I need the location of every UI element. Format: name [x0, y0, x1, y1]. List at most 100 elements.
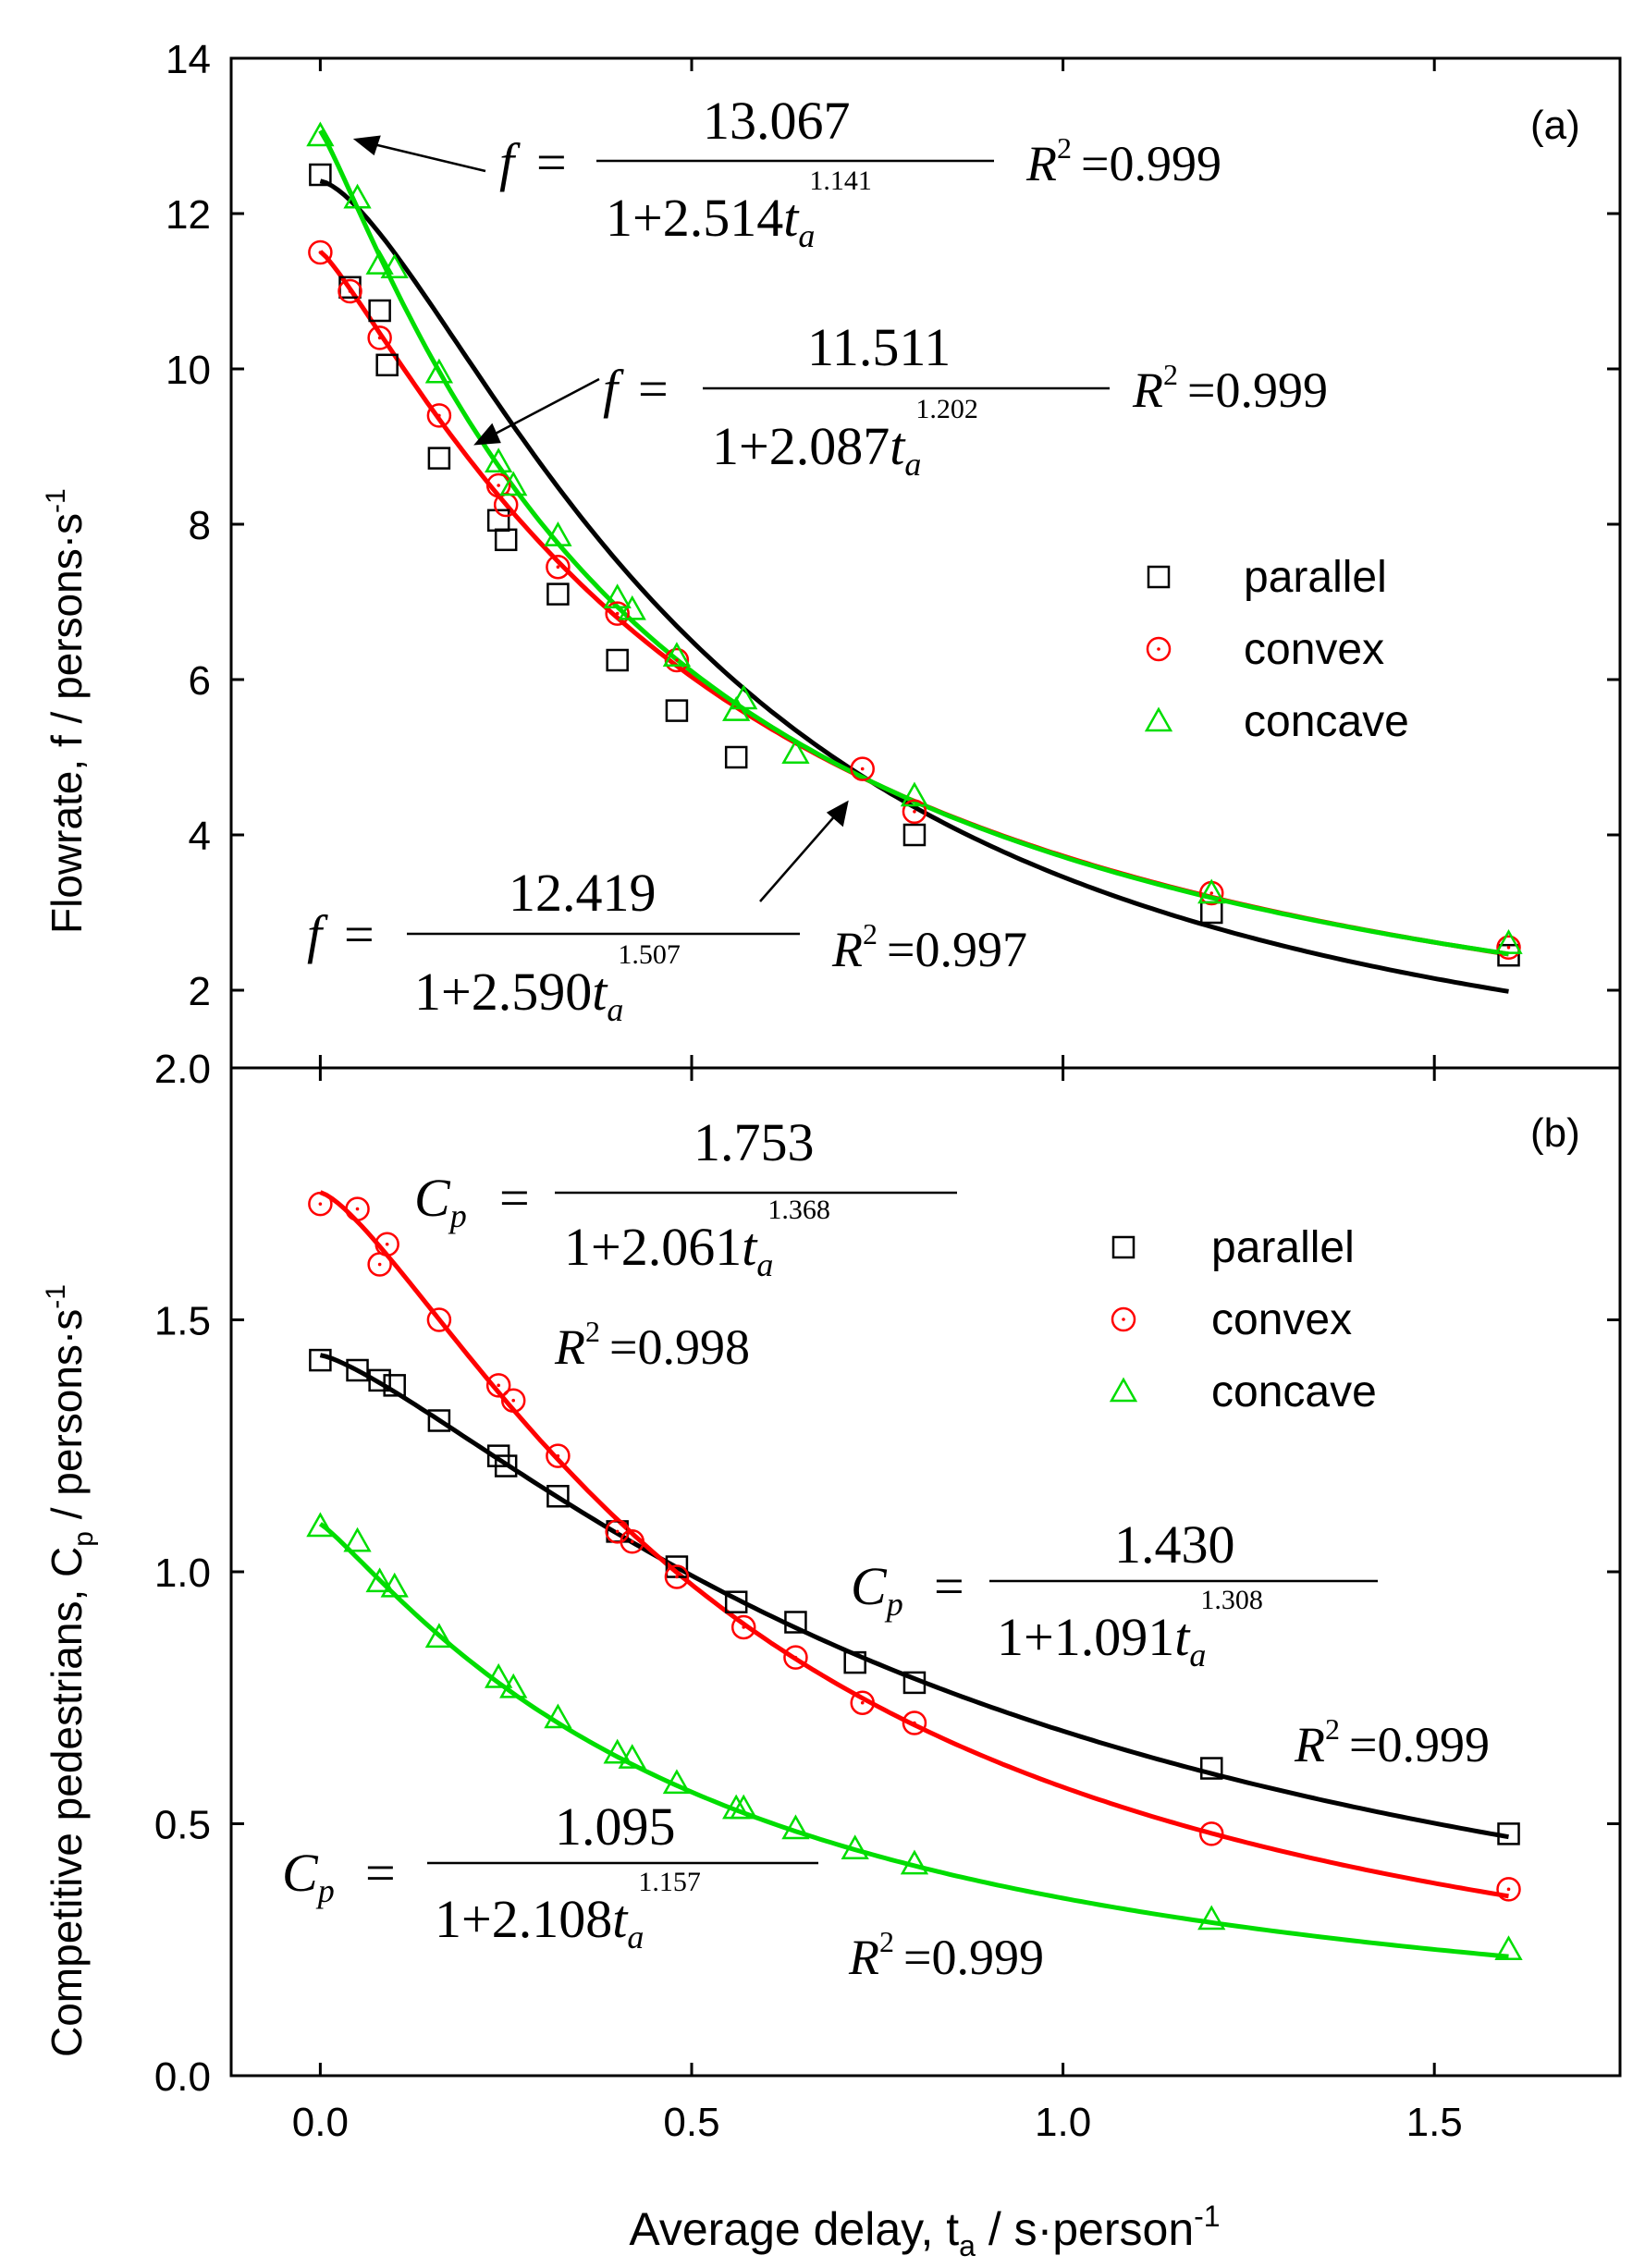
eq-a2-numerator: 11.511	[807, 317, 951, 377]
eq-b3-r2: R2 =0.999	[848, 1925, 1044, 1985]
panel-a-label: (a)	[1530, 103, 1580, 148]
legend-marker-b-convex	[1111, 1306, 1136, 1332]
point-b-concave-6	[499, 1673, 528, 1698]
point-a-concave-4	[424, 358, 454, 384]
point-a-convex-0	[308, 239, 333, 265]
point-a-convex-10	[902, 799, 927, 825]
eq-b3-equals: =	[365, 1843, 396, 1903]
point-a-convex-8-dot	[675, 658, 679, 662]
point-b-convex-5	[485, 1373, 511, 1398]
point-a-convex-11-dot	[1209, 891, 1214, 895]
point-b-convex-5-dot	[497, 1383, 500, 1388]
arrow-a-concave-head	[352, 135, 381, 156]
equation-a-parallel: f = 12.419 1+2.590ta1.507 R2 =0.997	[307, 863, 1027, 1028]
fit-curve-b-convex	[319, 1190, 1509, 1899]
point-b-convex-3	[374, 1232, 399, 1257]
legend-a-convex: convex	[1244, 625, 1384, 674]
panel-b-ticks	[231, 1066, 1620, 2078]
equation-a-concave: f = 13.067 1+2.514ta1.141 R2 =0.999	[499, 91, 1221, 254]
eq-a1-denominator: 1+2.514ta1.141	[606, 166, 872, 254]
fit-curve-a-parallel	[319, 178, 1509, 994]
point-b-convex-7	[546, 1443, 571, 1468]
point-a-parallel-11	[902, 823, 927, 847]
point-a-concave-0	[306, 121, 335, 147]
legend-marker-a-convex-dot	[1157, 647, 1160, 651]
eq-a3-lhs: f	[307, 904, 328, 964]
point-b-concave-8	[603, 1738, 632, 1764]
panel-a-legend: parallel convex concave	[1144, 553, 1409, 746]
point-b-convex-0-dot	[318, 1202, 323, 1206]
point-a-parallel-7	[546, 582, 570, 606]
point-b-concave-9	[618, 1744, 646, 1769]
y-tick-label-b-1: 0.5	[154, 1803, 211, 1848]
eq-a2-r2: R2 =0.999	[1132, 358, 1328, 418]
point-b-concave-14	[841, 1834, 869, 1859]
y-tick-label-b-3: 1.5	[154, 1299, 211, 1344]
point-a-convex-7-dot	[615, 611, 620, 616]
point-b-convex-1-dot	[355, 1207, 360, 1211]
point-b-convex-16	[1496, 1877, 1521, 1902]
point-a-concave-13	[781, 739, 810, 765]
point-b-concave-4	[424, 1623, 454, 1649]
point-b-concave-1	[343, 1526, 372, 1552]
point-a-convex-0-dot	[318, 251, 323, 254]
point-a-concave-15	[1197, 878, 1226, 904]
panel-a-markers	[306, 121, 1523, 967]
point-a-convex-3	[426, 403, 452, 428]
panel-a-ylabel: Flowrate, f / persons·s-1	[41, 488, 91, 934]
point-b-convex-15-dot	[1209, 1832, 1214, 1836]
y-tick-label-a-1: 4	[189, 814, 211, 859]
point-a-concave-16	[1494, 929, 1523, 954]
point-b-parallel-1	[346, 1358, 369, 1382]
point-b-concave-5	[485, 1662, 513, 1688]
point-b-parallel-14	[1199, 1757, 1223, 1780]
point-a-convex-4-dot	[497, 484, 500, 487]
x-tick-labels: 0.0 0.5 1.0 1.5	[292, 2100, 1463, 2145]
point-b-convex-11-dot	[742, 1625, 746, 1629]
legend-marker-a-parallel	[1147, 565, 1171, 589]
x-tick-label-0: 0.0	[292, 2100, 349, 2145]
point-b-convex-14	[902, 1710, 927, 1735]
point-a-convex-1	[338, 278, 362, 304]
panel-a-y-tick-labels: 2 4 6 8 10 12 14	[166, 37, 211, 1014]
point-b-convex-7-dot	[556, 1453, 560, 1458]
point-a-convex-7	[605, 601, 630, 626]
point-b-parallel-0	[309, 1348, 332, 1372]
y-tick-label-b-4: 2.0	[154, 1047, 211, 1092]
eq-b1-r2: R2 =0.998	[554, 1315, 750, 1375]
equation-b-concave: Cp = 1.095 1+2.108ta1.157 R2 =0.999	[282, 1796, 1044, 1985]
point-b-convex-12	[783, 1645, 808, 1670]
x-tick-label-1: 0.5	[663, 2100, 719, 2145]
point-b-concave-2	[365, 1567, 394, 1593]
point-a-convex-2	[367, 325, 392, 350]
y-tick-label-a-3: 8	[189, 503, 211, 548]
panel-b-ylabel: Competitive pedestrians, Cp / persons·s-…	[41, 1284, 99, 2057]
eq-b1-denominator: 1+2.061ta1.368	[564, 1195, 830, 1283]
point-b-concave-10	[662, 1769, 692, 1795]
point-b-convex-9	[620, 1529, 644, 1554]
point-a-concave-5	[485, 447, 513, 473]
point-a-parallel-10	[724, 745, 748, 769]
point-a-concave-14	[900, 781, 929, 807]
point-b-concave-3	[380, 1572, 409, 1598]
point-b-convex-4	[426, 1307, 452, 1332]
eq-a3-r2: R2 =0.997	[831, 917, 1027, 977]
point-a-parallel-9	[665, 699, 689, 722]
eq-b2-r2: R2 =0.999	[1294, 1712, 1490, 1772]
point-a-convex-2-dot	[377, 336, 382, 340]
point-b-concave-12	[730, 1794, 758, 1820]
eq-a1-r2: R2 =0.999	[1025, 131, 1221, 191]
point-b-parallel-7	[546, 1485, 570, 1508]
legend-marker-a-convex	[1146, 636, 1172, 662]
equation-b-parallel: Cp = 1.430 1+1.091ta1.308 R2 =0.999	[851, 1514, 1490, 1772]
point-b-convex-10	[664, 1564, 690, 1589]
point-b-parallel-10	[724, 1590, 748, 1613]
point-a-parallel-12	[1199, 901, 1223, 925]
panel-a-legend-markers	[1144, 565, 1173, 732]
panel-b-legend-markers	[1109, 1235, 1138, 1403]
point-b-convex-0	[308, 1191, 333, 1217]
point-b-parallel-11	[784, 1611, 807, 1634]
y-tick-label-b-0: 0.0	[154, 2054, 211, 2100]
point-b-convex-6-dot	[511, 1398, 516, 1403]
